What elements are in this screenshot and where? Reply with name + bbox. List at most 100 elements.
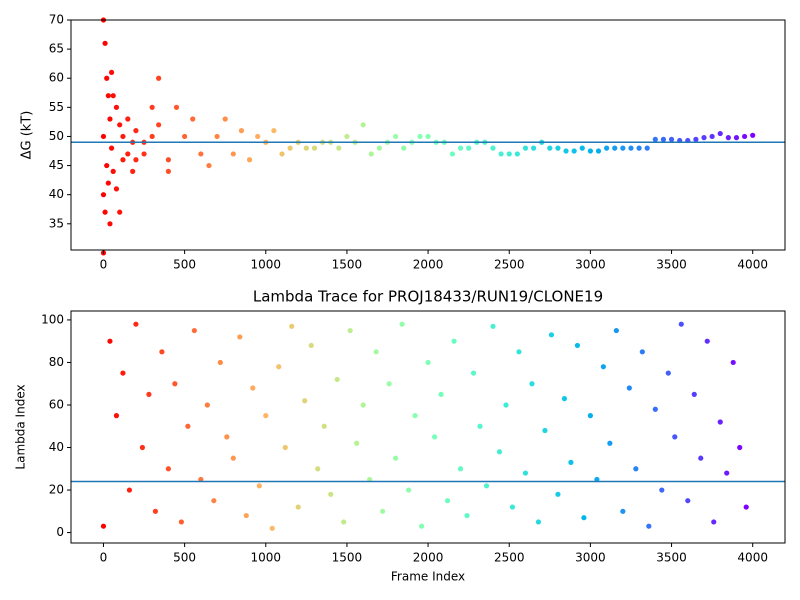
y-tick-label: 80 — [49, 355, 64, 369]
point — [522, 470, 529, 476]
x-tick-label: 2500 — [494, 258, 525, 272]
point — [535, 519, 542, 525]
point — [110, 93, 116, 99]
point — [211, 498, 217, 504]
y-axis-label: ΔG (kT) — [20, 111, 35, 160]
point — [149, 133, 155, 140]
point — [336, 145, 342, 151]
point — [563, 148, 569, 154]
x-tick-label: 4000 — [737, 551, 768, 565]
point — [457, 145, 464, 151]
point — [548, 332, 555, 338]
point — [165, 466, 171, 472]
point — [466, 145, 472, 151]
x-tick-label: 1500 — [332, 551, 363, 565]
point — [110, 168, 116, 174]
point — [470, 370, 477, 376]
y-tick-label: 55 — [49, 100, 64, 114]
point — [496, 449, 503, 455]
x-tick-label: 4000 — [737, 258, 768, 272]
point — [217, 359, 223, 366]
point — [117, 122, 123, 128]
point — [360, 122, 366, 128]
point — [628, 145, 634, 151]
x-tick-label: 3000 — [575, 258, 606, 272]
point — [108, 69, 115, 76]
point — [341, 519, 347, 525]
y-tick-label: 100 — [41, 312, 64, 326]
point — [665, 370, 671, 376]
point — [204, 402, 210, 408]
point — [321, 423, 327, 429]
point — [152, 508, 159, 514]
point — [594, 476, 600, 483]
point — [368, 151, 374, 157]
point — [255, 133, 261, 140]
point — [555, 491, 561, 497]
point — [626, 385, 632, 391]
point — [113, 104, 120, 110]
point — [185, 423, 191, 429]
point — [417, 133, 423, 140]
point — [256, 483, 262, 489]
point — [509, 504, 516, 510]
point — [620, 508, 626, 514]
point — [542, 427, 548, 434]
point — [165, 157, 171, 163]
point — [139, 444, 146, 451]
x-tick-label: 1000 — [250, 258, 281, 272]
point — [704, 338, 710, 344]
point — [328, 491, 334, 497]
point — [315, 466, 321, 472]
y-tick-label: 40 — [49, 440, 64, 454]
x-tick-label: 2000 — [413, 258, 444, 272]
point — [698, 455, 704, 461]
point — [190, 116, 196, 122]
point — [102, 209, 108, 215]
point — [652, 136, 658, 142]
point — [104, 75, 110, 81]
point — [141, 151, 147, 157]
point — [130, 168, 136, 174]
point — [561, 396, 568, 402]
point — [105, 93, 111, 99]
point — [743, 504, 749, 510]
point — [750, 132, 756, 138]
x-tick-label: 3000 — [575, 551, 606, 565]
point — [120, 157, 126, 163]
point — [108, 145, 115, 151]
point — [672, 434, 678, 440]
point — [107, 116, 113, 122]
point — [412, 413, 418, 419]
point — [222, 116, 228, 122]
point — [490, 323, 496, 329]
point — [105, 180, 111, 186]
point — [506, 151, 512, 157]
point — [457, 466, 464, 472]
point — [159, 349, 165, 355]
point — [725, 135, 731, 141]
point — [133, 128, 139, 134]
point — [724, 470, 730, 476]
point — [191, 327, 197, 334]
point — [224, 434, 230, 440]
x-tick-label: 3500 — [656, 551, 687, 565]
point — [709, 133, 715, 140]
point — [125, 116, 131, 122]
point — [393, 455, 399, 461]
point — [334, 376, 340, 383]
point — [444, 498, 451, 504]
point — [126, 487, 133, 493]
point — [107, 221, 113, 227]
point — [418, 523, 425, 529]
point — [613, 327, 619, 334]
point — [198, 151, 204, 157]
point — [120, 133, 126, 140]
point — [100, 133, 107, 140]
point — [733, 135, 740, 141]
point — [451, 338, 457, 344]
point — [741, 133, 748, 140]
point — [125, 151, 131, 157]
point — [302, 398, 308, 404]
